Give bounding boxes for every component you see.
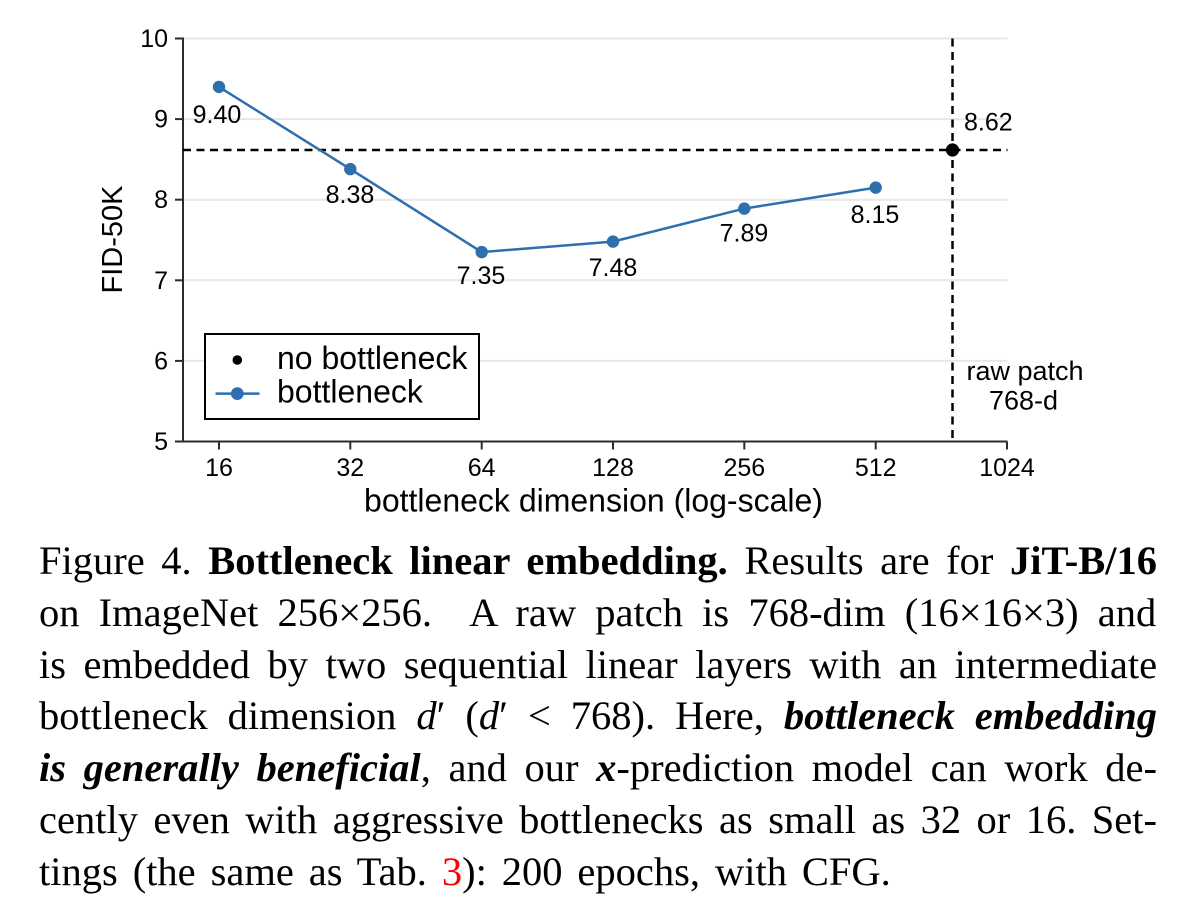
- svg-text:32: 32: [336, 454, 364, 482]
- svg-text:16: 16: [205, 454, 233, 482]
- svg-text:7: 7: [154, 267, 168, 295]
- svg-text:7.48: 7.48: [589, 254, 638, 282]
- svg-text:bottleneck: bottleneck: [277, 374, 424, 410]
- svg-text:1024: 1024: [979, 454, 1035, 482]
- svg-text:8: 8: [154, 186, 168, 214]
- svg-text:8.15: 8.15: [851, 201, 900, 229]
- svg-text:7.89: 7.89: [720, 220, 769, 248]
- svg-text:256: 256: [723, 454, 765, 482]
- svg-text:768-d: 768-d: [989, 386, 1058, 416]
- svg-text:512: 512: [855, 454, 897, 482]
- svg-text:7.35: 7.35: [457, 262, 506, 290]
- svg-text:bottleneck dimension (log-scal: bottleneck dimension (log-scale): [364, 483, 823, 519]
- svg-text:64: 64: [468, 454, 496, 482]
- svg-text:no bottleneck: no bottleneck: [277, 340, 468, 376]
- svg-text:raw patch: raw patch: [966, 356, 1083, 386]
- svg-text:9.40: 9.40: [193, 101, 242, 129]
- svg-text:9: 9: [154, 106, 168, 134]
- svg-text:FID-50K: FID-50K: [97, 185, 129, 294]
- svg-text:10: 10: [140, 25, 168, 53]
- svg-text:128: 128: [592, 454, 634, 482]
- svg-text:8.38: 8.38: [326, 181, 375, 209]
- svg-text:8.62: 8.62: [964, 109, 1013, 137]
- svg-text:5: 5: [154, 428, 168, 456]
- svg-text:6: 6: [154, 347, 168, 375]
